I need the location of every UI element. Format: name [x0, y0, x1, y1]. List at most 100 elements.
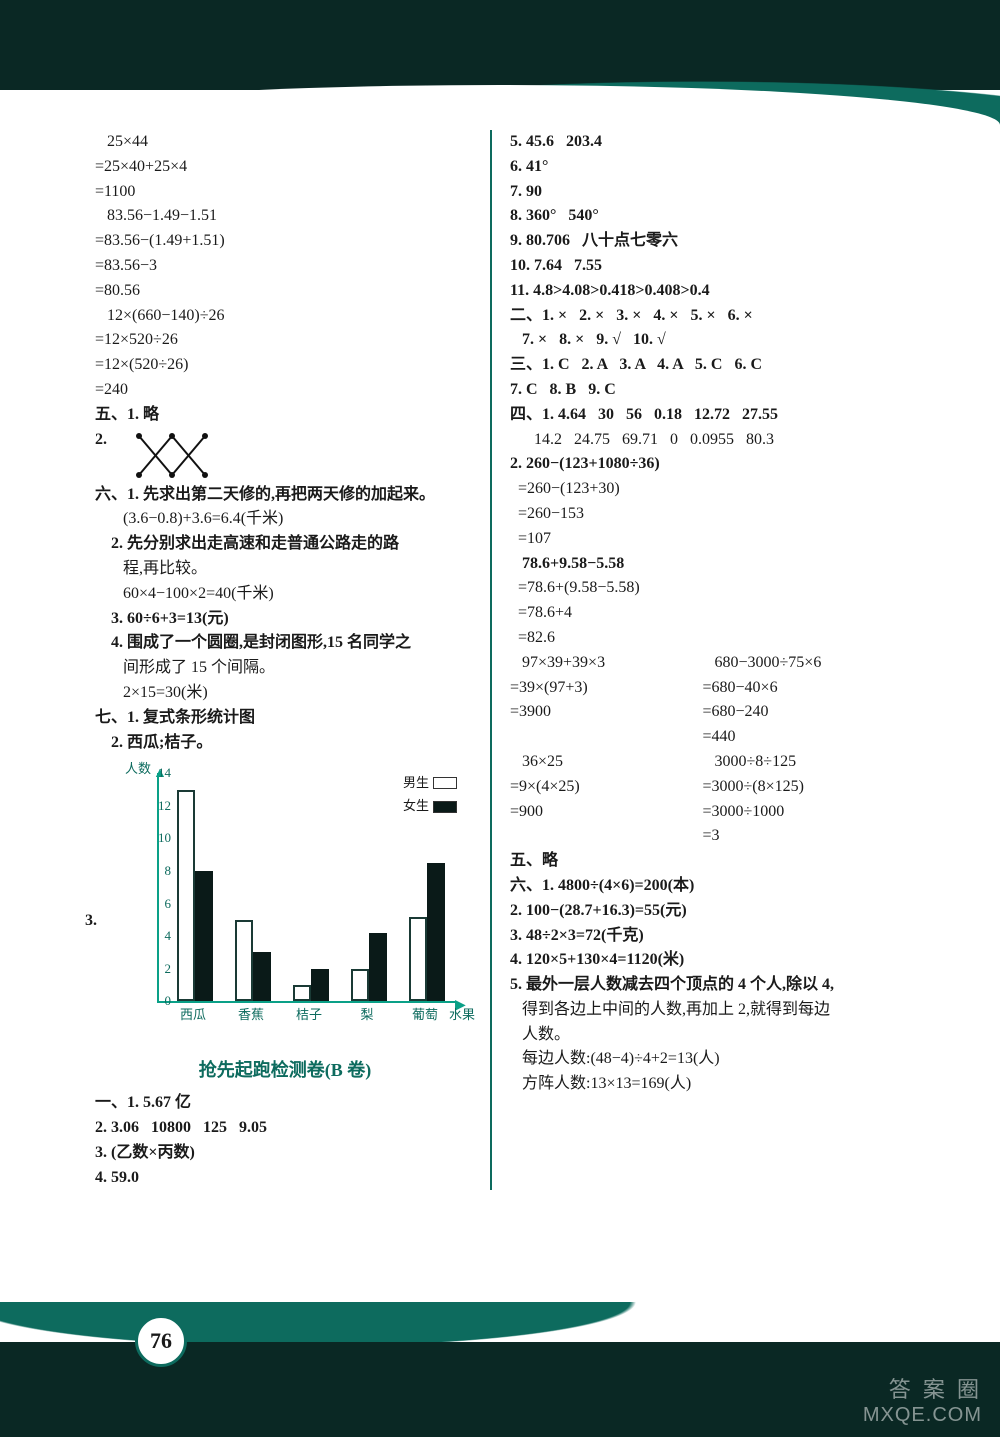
chart-plot-area	[157, 773, 457, 1003]
text-line: 每边人数:(48−4)÷4+2=13(人)	[510, 1047, 895, 1072]
text-line: 2. 100−(28.7+16.3)=55(元)	[510, 899, 895, 924]
text-line: =25×40+25×4	[95, 155, 475, 180]
text-line: 一、1. 5.67 亿	[95, 1091, 475, 1116]
left-column: 25×44=25×40+25×4=1100 83.56−1.49−1.51=83…	[95, 130, 490, 1190]
text-line: 25×44	[95, 130, 475, 155]
pair1-right: 680−3000÷75×6=680−40×6=680−240=440	[703, 651, 896, 750]
y-tick: 12	[158, 796, 171, 816]
y-tick: 4	[165, 926, 172, 946]
text-line: 12×(660−140)÷26	[95, 304, 475, 329]
text-line: 4. 围成了一个圆圈,是封闭图形,15 名同学之	[95, 631, 475, 656]
text-line: =78.6+(9.58−5.58)	[510, 576, 895, 601]
page-number: 76	[135, 1315, 187, 1367]
text-line: 8. 360° 540°	[510, 204, 895, 229]
pair-calc-2: 36×25=9×(4×25)=900 3000÷8÷125=3000÷(8×12…	[510, 750, 895, 849]
bar-female	[427, 863, 445, 1001]
text-line: =9×(4×25)	[510, 775, 703, 800]
watermark-line1: 答 案 圈	[863, 1377, 982, 1403]
watermark-line2: MXQE.COM	[863, 1403, 982, 1427]
text-line: 680−3000÷75×6	[703, 651, 896, 676]
text-line: 9. 80.706 八十点七零六	[510, 229, 895, 254]
text-line: 4. 59.0	[95, 1166, 475, 1191]
label-2: 2.	[95, 428, 107, 453]
text-line: =80.56	[95, 279, 475, 304]
sec-3: 三、1. C 2. A 3. A 4. A 5. C 6. C	[510, 353, 895, 378]
right-top: 5. 45.6 203.46. 41°7. 908. 360° 540°9. 8…	[510, 130, 895, 304]
bar-chart: 3. 人数 ▲ 男生 女生 ▶ 水果 02468101214西瓜香蕉桔子梨葡萄	[115, 759, 475, 1049]
text-line: 2×15=30(米)	[95, 681, 475, 706]
sec-2-cont: 7. × 8. × 9. √ 10. √	[510, 328, 895, 353]
text-line: 得到各边上中间的人数,再加上 2,就得到每边	[510, 998, 895, 1023]
text-line: 4. 120×5+130×4=1120(米)	[510, 948, 895, 973]
text-line: =680−40×6	[703, 676, 896, 701]
text-line: 间形成了 15 个间隔。	[95, 656, 475, 681]
text-line: =12×520÷26	[95, 328, 475, 353]
section-7-2: 2. 西瓜;桔子。	[95, 731, 475, 756]
calc-block: 25×44=25×40+25×4=1100 83.56−1.49−1.51=83…	[95, 130, 475, 403]
text-line: 人数。	[510, 1023, 895, 1048]
text-line: =82.6	[510, 626, 895, 651]
bar-male	[177, 790, 195, 1002]
right-calc: 2. 260−(123+1080÷36) =260−(123+30) =260−…	[510, 452, 895, 650]
text-line: 3. (乙数×丙数)	[95, 1141, 475, 1166]
text-line: 60×4−100×2=40(千米)	[95, 582, 475, 607]
text-line: =107	[510, 527, 895, 552]
text-line: 六、1. 4800÷(4×6)=200(本)	[510, 874, 895, 899]
text-line: =1100	[95, 180, 475, 205]
text-line: =240	[95, 378, 475, 403]
bar-male	[351, 969, 369, 1002]
text-line: 3. 60÷6+3=13(元)	[95, 607, 475, 632]
sec-4-1b: 14.2 24.75 69.71 0 0.0955 80.3	[510, 428, 895, 453]
text-line: 六、1. 先求出第二天修的,再把两天修的加起来。	[95, 483, 475, 508]
section-6: 六、1. 先求出第二天修的,再把两天修的加起来。 (3.6−0.8)+3.6=6…	[95, 483, 475, 706]
text-line: 83.56−1.49−1.51	[95, 204, 475, 229]
text-line: =260−(123+30)	[510, 477, 895, 502]
test-b-title: 抢先起跑检测卷(B 卷)	[95, 1057, 475, 1085]
section-5-2: 2.	[95, 428, 475, 483]
right-six: 六、1. 4800÷(4×6)=200(本)2. 100−(28.7+16.3)…	[510, 874, 895, 1097]
bar-female	[253, 952, 271, 1001]
text-line: 3. 48÷2×3=72(千克)	[510, 924, 895, 949]
bar-female	[311, 969, 329, 1002]
x-category-label: 梨	[360, 1005, 373, 1025]
label-3: 3.	[85, 909, 97, 934]
text-line: =680−240	[703, 700, 896, 725]
text-line: 5. 最外一层人数减去四个顶点的 4 个人,除以 4,	[510, 973, 895, 998]
text-line: =3	[703, 824, 896, 849]
y-tick: 8	[165, 861, 172, 881]
sec-4-1: 四、1. 4.64 30 56 0.18 12.72 27.55	[510, 403, 895, 428]
text-line: 6. 41°	[510, 155, 895, 180]
sec-2: 二、1. × 2. × 3. × 4. × 5. × 6. ×	[510, 304, 895, 329]
y-tick: 2	[165, 959, 172, 979]
bar-male	[235, 920, 253, 1001]
bar-female	[369, 933, 387, 1001]
text-line: 11. 4.8>4.08>0.418>0.408>0.4	[510, 279, 895, 304]
watermark: 答 案 圈 MXQE.COM	[863, 1377, 982, 1427]
text-line: 78.6+9.58−5.58	[510, 552, 895, 577]
x-category-label: 西瓜	[180, 1005, 206, 1025]
text-line: =900	[510, 800, 703, 825]
x-category-label: 葡萄	[412, 1005, 438, 1025]
text-line: =440	[703, 725, 896, 750]
text-line: (3.6−0.8)+3.6=6.4(千米)	[95, 507, 475, 532]
y-tick: 6	[165, 894, 172, 914]
text-line: 方阵人数:13×13=169(人)	[510, 1072, 895, 1097]
text-line: 10. 7.64 7.55	[510, 254, 895, 279]
text-line: 97×39+39×3	[510, 651, 703, 676]
text-line: =39×(97+3)	[510, 676, 703, 701]
text-line: 36×25	[510, 750, 703, 775]
text-line: 5. 45.6 203.4	[510, 130, 895, 155]
y-tick: 10	[158, 828, 171, 848]
text-line: 程,再比较。	[95, 557, 475, 582]
text-line: =3000÷(8×125)	[703, 775, 896, 800]
text-line: =78.6+4	[510, 601, 895, 626]
section-5-1: 五、1. 略	[95, 403, 475, 428]
text-line: 3000÷8÷125	[703, 750, 896, 775]
x-category-label: 香蕉	[238, 1005, 264, 1025]
pair2-right: 3000÷8÷125=3000÷(8×125)=3000÷1000=3	[703, 750, 896, 849]
sec-3-cont: 7. C 8. B 9. C	[510, 378, 895, 403]
pair2-left: 36×25=9×(4×25)=900	[510, 750, 703, 849]
bar-female	[195, 871, 213, 1001]
text-line: 2. 260−(123+1080÷36)	[510, 452, 895, 477]
y-tick: 0	[165, 991, 172, 1011]
